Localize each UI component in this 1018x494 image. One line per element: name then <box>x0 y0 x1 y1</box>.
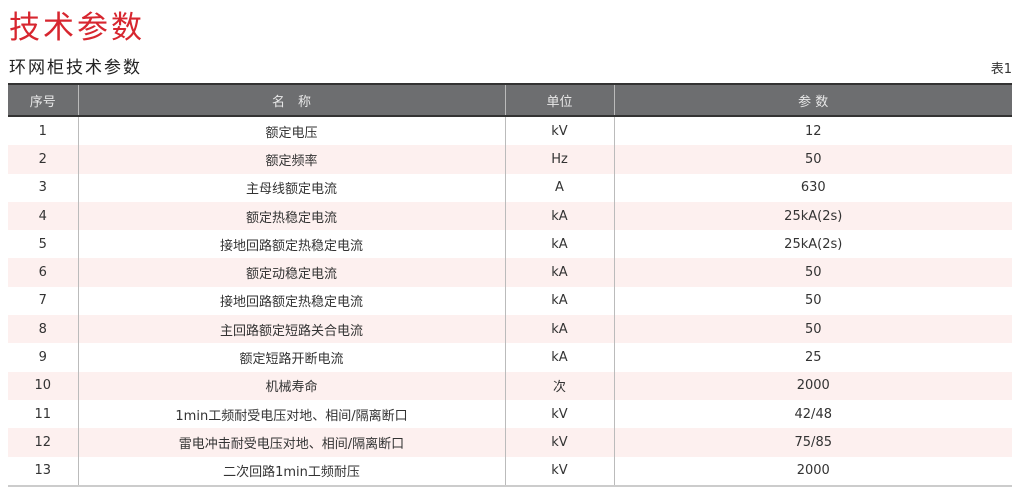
cell-index: 5 <box>38 236 47 252</box>
cell-index: 6 <box>8 258 78 287</box>
cell-unit: kA <box>504 230 614 259</box>
header-unit: 单位 <box>504 83 614 117</box>
parameters-table: 序号 名 称 单位 参 数 1 额定电压 kV 12 2 额定频率 Hz 50 3 主母线额定电流… <box>8 83 1012 487</box>
cell-name: 额定动稳定电流 <box>77 258 505 287</box>
cell-value: 50 <box>613 286 1012 316</box>
cell-unit: kA <box>504 201 614 231</box>
header-index: 序号 <box>8 83 78 117</box>
table-row: 4 额定热稳定电流 kA 25kA(2s) <box>8 201 1012 231</box>
cell-index: 10 <box>8 371 78 400</box>
cell-value: 25 <box>613 343 1012 372</box>
cell-name: 主回路额定短路关合电流 <box>77 315 505 344</box>
cell-value: 42/48 <box>613 399 1012 429</box>
cell-unit: kA <box>504 258 614 287</box>
table-title: 环网柜技术参数 <box>9 58 142 78</box>
cell-index: 1 <box>38 123 47 139</box>
cell-unit: kA <box>504 343 614 372</box>
header-value: 参 数 <box>613 83 1012 117</box>
cell-unit: kV <box>504 399 614 429</box>
cell-name: 主母线额定电流 <box>77 173 505 202</box>
cell-value: 12 <box>613 116 1012 146</box>
cell-unit: kA <box>504 286 614 316</box>
cell-unit: Hz <box>504 145 614 174</box>
cell-name: 额定短路开断电流 <box>77 343 505 372</box>
cell-value: 2000 <box>613 371 1012 400</box>
table-row: 11 1min工频耐受电压对地、相间/隔离断口 kV 42/48 <box>8 399 1012 429</box>
cell-name: 雷电冲击耐受电压对地、相间/隔离断口 <box>77 428 505 457</box>
cell-value: 25kA(2s) <box>613 230 1012 259</box>
table-row: 5 接地回路额定热稳定电流 kA 25kA(2s) <box>8 230 1012 259</box>
cell-index: 9 <box>38 350 47 366</box>
cell-unit: kV <box>504 428 614 457</box>
table-row: 3 主母线额定电流 A 630 <box>8 173 1012 202</box>
cell-value: 25kA(2s) <box>613 201 1012 231</box>
table-row: 13 二次回路1min工频耐压 kV 2000 <box>8 456 1012 487</box>
table-row: 8 主回路额定短路关合电流 kA 50 <box>8 315 1012 344</box>
table-number: 表1 <box>990 62 1012 77</box>
cell-index: 4 <box>8 201 78 231</box>
cell-name: 额定电压 <box>77 116 505 146</box>
cell-name: 接地回路额定热稳定电流 <box>77 286 505 316</box>
table-row: 12 雷电冲击耐受电压对地、相间/隔离断口 kV 75/85 <box>8 428 1012 457</box>
cell-name: 1min工频耐受电压对地、相间/隔离断口 <box>77 399 505 429</box>
cell-name: 额定频率 <box>77 145 505 174</box>
cell-unit: kA <box>504 315 614 344</box>
cell-unit: kV <box>504 116 614 146</box>
cell-index: 13 <box>8 456 78 487</box>
cell-unit: kV <box>504 456 614 487</box>
header-name: 名 称 <box>77 83 505 117</box>
cell-name: 接地回路额定热稳定电流 <box>77 230 505 259</box>
cell-unit: 次 <box>504 371 614 400</box>
cell-name: 额定热稳定电流 <box>77 201 505 231</box>
cell-index: 3 <box>38 180 47 196</box>
cell-index: 2 <box>8 145 78 174</box>
cell-name: 二次回路1min工频耐压 <box>77 456 505 487</box>
cell-index: 12 <box>8 428 78 457</box>
table-row: 2 额定频率 Hz 50 <box>8 145 1012 174</box>
cell-index: 8 <box>8 315 78 344</box>
table-row: 10 机械寿命次 2000 <box>8 371 1012 400</box>
table-row: 1 额定电压 kV 12 <box>8 116 1012 146</box>
cell-value: 50 <box>613 145 1012 174</box>
cell-value: 50 <box>613 315 1012 344</box>
cell-value: 630 <box>613 173 1012 202</box>
page-title: 技术参数 <box>9 10 145 46</box>
cell-unit: A <box>504 173 614 202</box>
table-row: 9 额定短路开断电流 kA 25 <box>8 343 1012 372</box>
cell-value: 75/85 <box>613 428 1012 457</box>
table-row: 6 额定动稳定电流 kA 50 <box>8 258 1012 287</box>
table-row: 7 接地回路额定热稳定电流 kA 50 <box>8 286 1012 316</box>
cell-index: 7 <box>38 293 47 309</box>
cell-index: 11 <box>34 406 52 422</box>
table-header-row: 序号 名 称 单位 参 数 <box>8 83 1012 117</box>
cell-name: 机械寿命 <box>77 371 505 400</box>
cell-value: 50 <box>613 258 1012 287</box>
cell-value: 2000 <box>613 456 1012 487</box>
